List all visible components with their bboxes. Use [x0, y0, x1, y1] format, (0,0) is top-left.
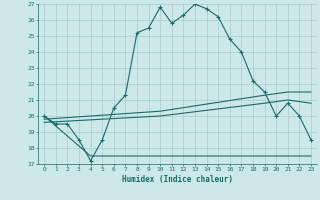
X-axis label: Humidex (Indice chaleur): Humidex (Indice chaleur) — [122, 175, 233, 184]
